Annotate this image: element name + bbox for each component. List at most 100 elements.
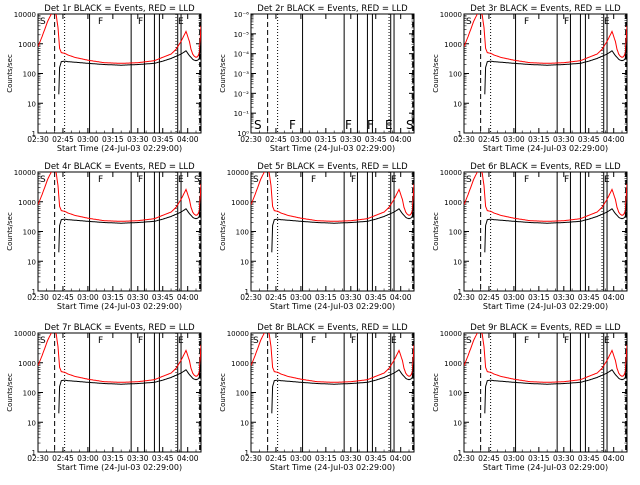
x-tick-label: 02:45 [478,454,500,463]
mode-marker: F [524,336,529,346]
mode-marker: F [138,175,143,185]
plot-frame [463,13,628,134]
y-tick-label: 10 [453,100,462,108]
panel-det-8: Det 8r BLACK = Events, RED = LLD 1 10 100 10… [219,323,415,472]
y-tick-label: 10 [27,100,36,108]
x-tick-label: 03:30 [127,454,149,463]
y-tick-label: 10 [27,258,36,266]
panel-title: Det 9r BLACK = Events, RED = LLD [470,323,621,333]
mode-marker: S [253,175,259,185]
panel-title: Det 3r BLACK = Events, RED = LLD [470,4,621,14]
x-tick-label: 03:30 [553,135,575,144]
y-tick-label: 100 [449,71,462,79]
x-tick-label: 02:30 [240,135,262,144]
x-tick-label: 03:15 [102,293,124,302]
x-tick-label: 03:45 [365,135,387,144]
x-tick-label: 04:00 [603,293,625,302]
y-tick-label: 100 [449,229,462,237]
y-tick-label: 100 [23,229,36,237]
x-tick-label: 03:00 [503,454,525,463]
y-tick-label: 1000 [18,199,36,207]
x-tick-label: 03:45 [365,293,387,302]
x-tick-label: 03:15 [528,293,550,302]
y-tick-label: 10000 [440,11,462,19]
x-tick-label: 03:00 [503,135,525,144]
mode-marker: F [289,118,296,132]
mode-marker: F [564,175,569,185]
series-lld-line [464,14,627,64]
x-tick-label: 02:45 [265,454,287,463]
x-tick-label: 03:45 [152,454,174,463]
x-tick-label: 03:45 [578,293,600,302]
series-lld-line [464,172,627,222]
mode-marker: F [138,336,143,346]
x-tick-label: 02:30 [27,293,49,302]
y-axis-label: Counts/sec [219,54,227,93]
panel-title: Det 7r BLACK = Events, RED = LLD [44,323,195,333]
plot-frame [37,13,202,134]
x-tick-label: 02:30 [27,135,49,144]
mode-marker: E [385,118,393,132]
mode-marker: S [406,118,414,132]
y-tick-label: 10000 [14,11,36,19]
y-axis-label: Counts/sec [432,212,440,251]
x-tick-label: 03:45 [152,135,174,144]
x-tick-label: 03:15 [102,454,124,463]
x-axis-label: Start Time (24-Jul-03 02:29:00) [270,463,395,472]
x-tick-label: 03:15 [528,135,550,144]
y-tick-label: 1000 [231,199,249,207]
mode-marker: S [194,175,200,185]
plot-frame [250,332,415,453]
y-tick-label: 10000 [440,169,462,177]
y-tick-label: 1 [245,288,249,296]
mode-marker: F [524,17,529,27]
x-tick-label: 02:45 [478,293,500,302]
mode-marker: S [253,336,259,346]
mode-marker: E [178,336,184,346]
panel-title: Det 4r BLACK = Events, RED = LLD [44,162,195,172]
mode-marker: F [98,175,103,185]
plot-frame [463,171,628,292]
series-lld-line [251,172,414,222]
panel-det-3: Det 3r BLACK = Events, RED = LLD 1 10 100 10… [432,4,628,153]
x-tick-label: 03:00 [503,293,525,302]
x-tick-label: 02:45 [265,135,287,144]
mode-marker: F [524,175,529,185]
mode-marker: E [604,336,610,346]
series-events-line [58,360,201,414]
panel-det-6: Det 6r BLACK = Events, RED = LLD 1 10 100 10… [432,162,628,311]
x-tick-label: 02:30 [240,454,262,463]
y-tick-label: 10 [27,419,36,427]
x-tick-label: 03:30 [340,293,362,302]
x-tick-label: 04:00 [390,454,412,463]
series-events-line [271,360,414,414]
x-tick-label: 03:30 [553,454,575,463]
x-tick-label: 04:00 [390,293,412,302]
series-events-line [271,199,414,253]
mode-marker: F [564,336,569,346]
y-tick-label: 1000 [444,360,462,368]
x-axis-label: Start Time (24-Jul-03 02:29:00) [270,144,395,153]
series-events-line [484,360,627,414]
plot-frame [250,171,415,292]
x-tick-label: 03:00 [77,454,99,463]
y-tick-label: 10000 [440,330,462,338]
x-axis-label: Start Time (24-Jul-03 02:29:00) [483,463,608,472]
x-tick-label: 03:15 [528,454,550,463]
panel-det-5: Det 5r BLACK = Events, RED = LLD 1 10 100 10… [219,162,415,311]
x-tick-label: 02:45 [478,135,500,144]
mode-marker: E [391,175,397,185]
y-tick-label: 1000 [18,360,36,368]
x-tick-label: 02:30 [453,454,475,463]
series-lld-line [38,333,201,383]
plot-frame [463,332,628,453]
series-events-line [484,199,627,253]
y-tick-label: 10⁻² [234,90,250,98]
y-tick-label: 10000 [227,169,249,177]
plot-frame [250,13,415,134]
x-tick-label: 02:30 [27,454,49,463]
panel-det-4: Det 4r BLACK = Events, RED = LLD 1 10 100 10… [6,162,202,311]
y-tick-label: 100 [449,390,462,398]
